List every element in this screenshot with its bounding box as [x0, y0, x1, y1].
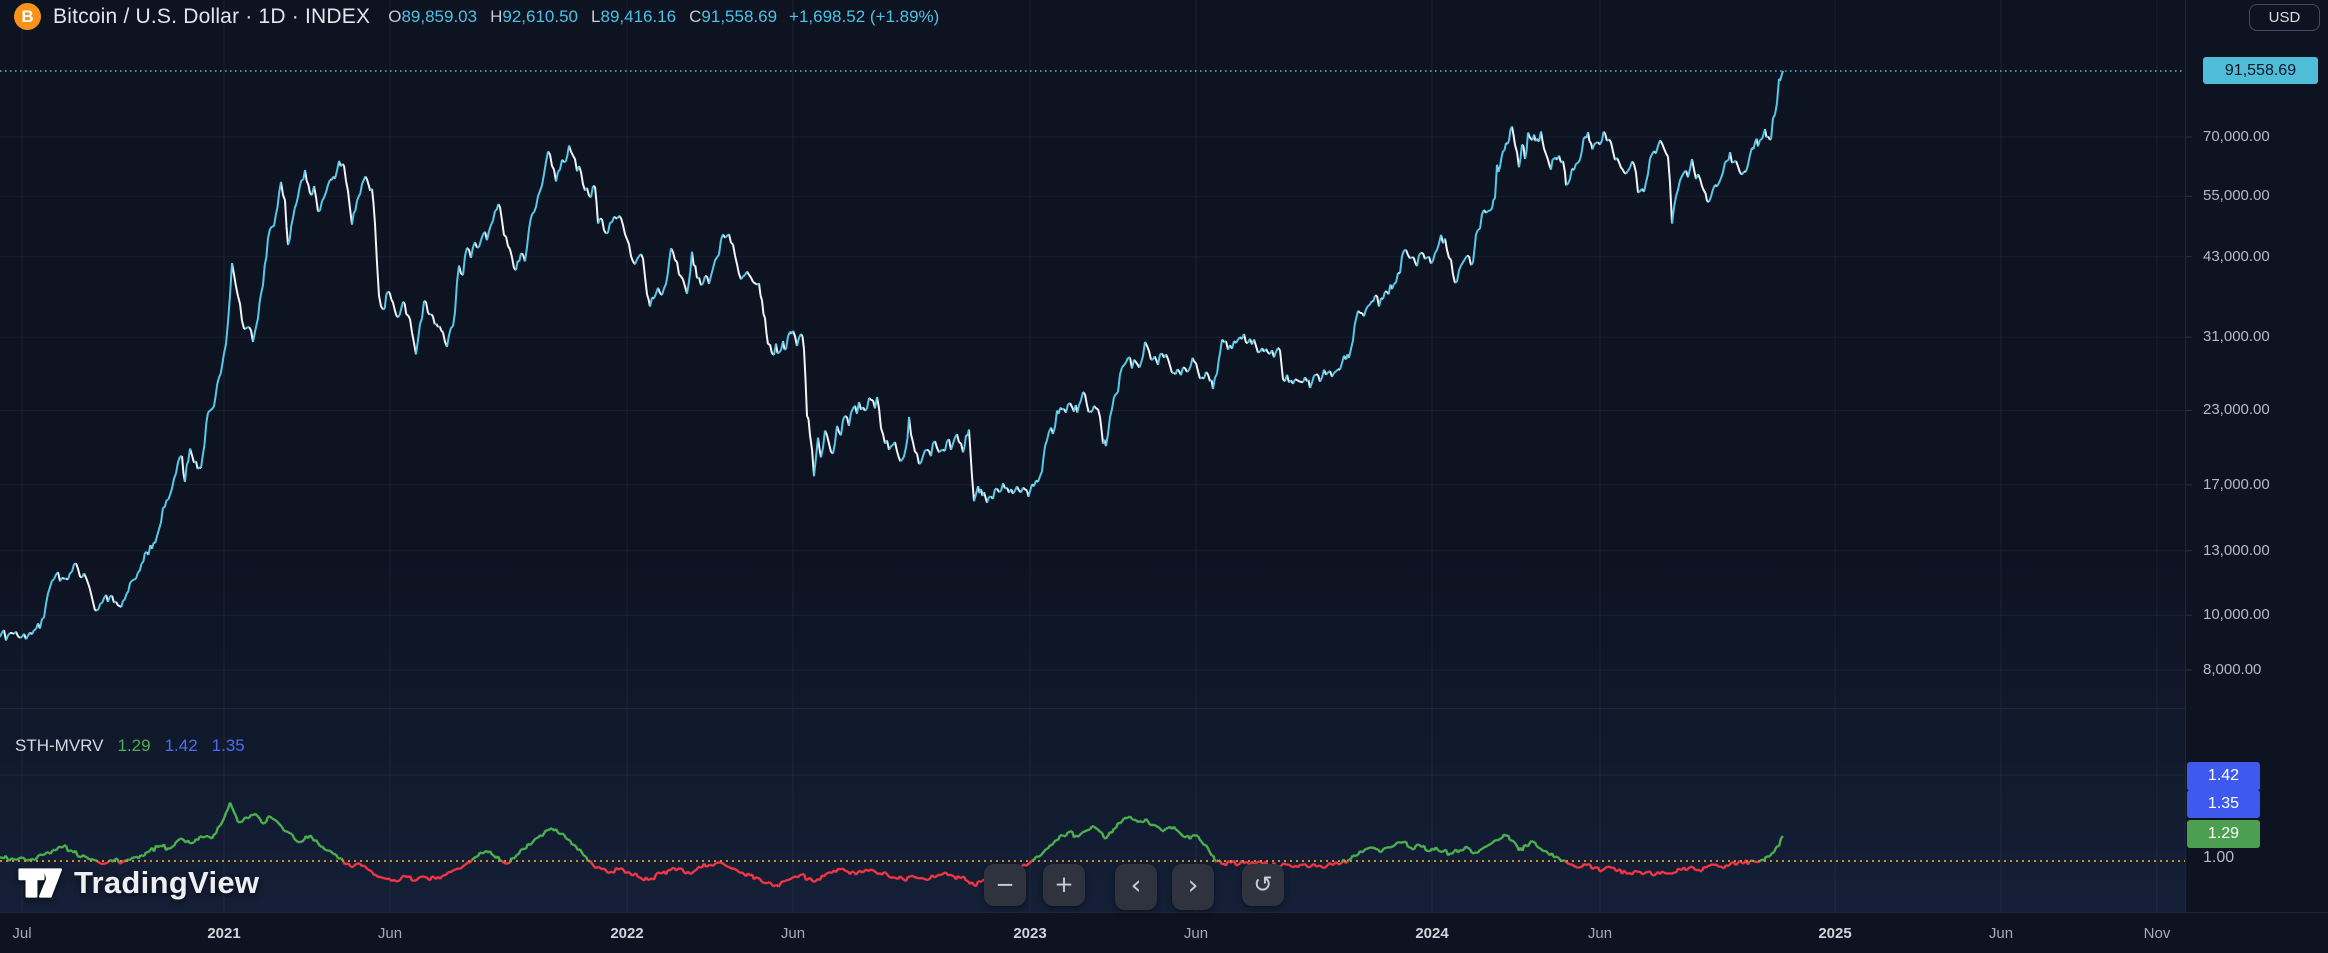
ohlc-values: O89,859.03 H92,610.50 L89,416.16 C91,558.69: [388, 7, 777, 27]
time-axis-border: [0, 912, 2328, 913]
ohlc-item: O89,859.03: [388, 6, 478, 26]
indicator-legend[interactable]: STH-MVRV 1.29 1.42 1.35: [15, 736, 245, 756]
price-series-down: [3, 78, 1781, 641]
price-axis-label: 70,000.00: [2203, 128, 2270, 145]
time-axis-label: Jun: [377, 925, 403, 942]
symbol-title[interactable]: Bitcoin / U.S. Dollar · 1D · INDEX: [53, 4, 371, 28]
indicator-badge-142: 1.42: [2187, 762, 2260, 791]
indicator-baseline-label: 1.00: [2203, 849, 2235, 866]
price-axis-label: 10,000.00: [2203, 606, 2270, 624]
ohlc-item: L89,416.16: [591, 6, 677, 26]
indicator-badge-135: 1.35: [2187, 790, 2260, 818]
tradingview-logo-icon: [18, 868, 63, 898]
price-axis-label: 8,000.00: [2203, 660, 2262, 678]
indicator-value-upper: 1.42: [164, 736, 198, 755]
time-axis-label: 2025: [1818, 925, 1852, 942]
time-axis-label: Jun: [1183, 925, 1209, 942]
price-series-up: [0, 70, 1784, 641]
current-price-badge: 91,558.69: [2203, 57, 2318, 84]
bitcoin-icon: B: [14, 3, 41, 30]
symbol-header: B Bitcoin / U.S. Dollar · 1D · INDEX O89…: [14, 3, 939, 30]
indicator-series-up: [0, 802, 1784, 864]
time-axis-label: 2023: [1013, 925, 1047, 942]
time-axis-label: Jun: [1587, 925, 1613, 942]
reset-view-button[interactable]: ↺: [1242, 864, 1284, 906]
indicator-badge-129: 1.29: [2187, 820, 2260, 848]
time-axis-label: Jun: [780, 925, 806, 942]
indicator-series-down: [96, 858, 1761, 888]
scroll-right-button[interactable]: ›: [1172, 864, 1214, 910]
price-axis-label: 23,000.00: [2203, 401, 2270, 419]
pane-separator[interactable]: [0, 708, 2185, 709]
price-axis-label: 13,000.00: [2203, 541, 2270, 559]
time-axis-label: 2022: [610, 925, 644, 942]
tradingview-logo-text: TradingView: [74, 865, 260, 900]
scroll-left-button[interactable]: ‹: [1115, 864, 1157, 910]
time-axis-label: 2024: [1415, 925, 1449, 942]
price-axis-label: 17,000.00: [2203, 475, 2270, 493]
ohlc-item: C91,558.69: [689, 6, 778, 26]
price-axis-label: 55,000.00: [2203, 187, 2270, 205]
change-value: +1,698.52 (+1.89%): [789, 6, 940, 26]
time-axis-label: Jun: [1988, 925, 2014, 942]
currency-button[interactable]: USD: [2249, 4, 2320, 31]
price-axis-label: 43,000.00: [2203, 247, 2270, 265]
indicator-value-current: 1.29: [117, 736, 151, 755]
time-axis-label: 2021: [207, 925, 241, 942]
zoom-out-button[interactable]: −: [984, 864, 1026, 906]
time-axis-label: Nov: [2143, 925, 2171, 942]
price-axis-border: [2185, 0, 2186, 912]
indicator-name[interactable]: STH-MVRV: [15, 736, 104, 755]
price-axis-label: 31,000.00: [2203, 328, 2270, 346]
indicator-value-lower: 1.35: [211, 736, 245, 755]
time-axis-label: Jul: [12, 925, 32, 942]
ohlc-item: H92,610.50: [490, 6, 579, 26]
zoom-in-button[interactable]: +: [1043, 864, 1085, 906]
tradingview-logo[interactable]: TradingView: [18, 864, 259, 902]
